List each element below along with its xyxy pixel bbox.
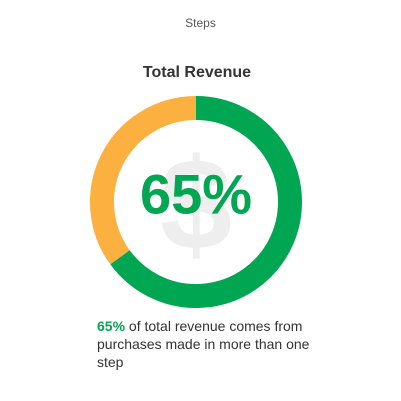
revenue-donut-chart: $ 65% <box>90 96 302 308</box>
caption-highlight: 65% <box>97 318 126 334</box>
caption-text: 65% of total revenue comes from purchase… <box>97 317 327 371</box>
tab-label-steps: Steps <box>185 16 216 30</box>
dollar-sign-icon: $ <box>160 131 232 277</box>
card-title: Total Revenue <box>142 64 252 81</box>
caption-body: of total revenue comes from purchases ma… <box>97 318 310 370</box>
donut-segment-single-step <box>90 96 197 265</box>
center-percent-label: 65% <box>140 163 252 226</box>
donut-segment-multi-step <box>110 96 302 308</box>
donut-segments <box>90 96 302 308</box>
